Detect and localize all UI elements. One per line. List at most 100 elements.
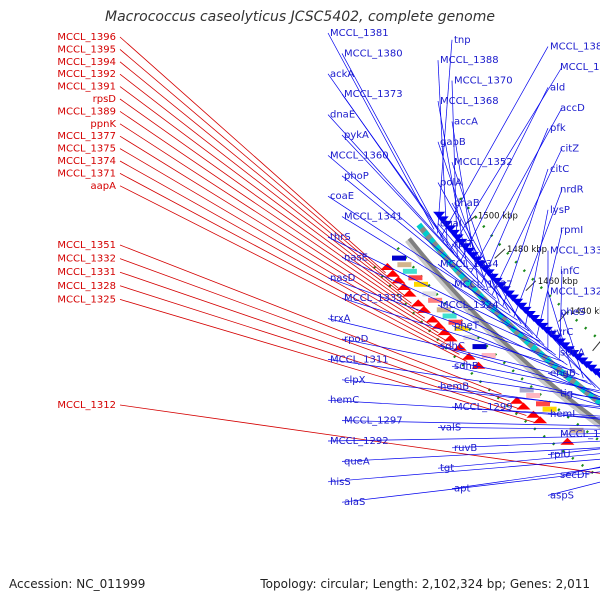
reverse-gene-label: pheS xyxy=(560,307,585,318)
forward-gene-label: MCCL_1396 xyxy=(57,32,116,43)
scale-tick-label: 1460 kbp xyxy=(538,277,578,287)
reverse-gene-label: dnaI xyxy=(440,218,462,229)
reverse-gene-label: rplT xyxy=(454,239,474,250)
forward-gene-block xyxy=(422,291,436,296)
reverse-label-leader xyxy=(342,217,529,331)
reverse-gene-label: infC xyxy=(560,266,580,277)
reverse-gene-label: rplU xyxy=(550,450,571,461)
reverse-gene-label: MCCL_1324 xyxy=(440,300,499,311)
reverse-gene-label: aspS xyxy=(550,490,574,501)
reverse-gene-label: MCCL_1373 xyxy=(344,89,403,100)
forward-gene-label: MCCL_1331 xyxy=(57,267,116,278)
reverse-gene-label: ald xyxy=(550,82,565,93)
forward-gene-label: MCCL_1374 xyxy=(57,156,116,167)
forward-gene-block xyxy=(443,314,457,319)
reverse-gene-label: MCCL_1334 xyxy=(440,259,499,270)
forward-gene-label: ppnK xyxy=(90,119,116,130)
reverse-gene-label: MCCL_1386 xyxy=(550,42,600,53)
reverse-gene-label: MCCL_1352 xyxy=(454,157,513,168)
reverse-gene-label: coaE xyxy=(330,191,354,202)
topology-label: Topology: circular; Length: 2,102,324 bp… xyxy=(260,577,590,591)
forward-gene-block xyxy=(463,335,477,340)
forward-label-leader xyxy=(120,149,445,341)
forward-gene-arrow xyxy=(432,322,446,329)
reverse-gene-label: engB xyxy=(550,368,576,379)
reverse-gene-label: MCCL_1297 xyxy=(344,416,403,427)
reverse-gene-label: sdhB xyxy=(454,361,479,372)
reverse-gene-label: rpmI xyxy=(560,225,583,236)
forward-gene-label: MCCL_1371 xyxy=(57,168,116,179)
reverse-gene-label: nasE xyxy=(344,252,368,263)
forward-gene-label: rpsD xyxy=(93,94,117,105)
reverse-gene-label: MCCL_1380 xyxy=(344,48,403,59)
reverse-gene-label: valS xyxy=(440,422,461,433)
reverse-gene-label: alaS xyxy=(344,497,365,508)
forward-gene-label: MCCL_1389 xyxy=(57,106,116,117)
reverse-gene-label: MCCL_1293 xyxy=(560,429,600,440)
forward-gene-label: MCCL_1394 xyxy=(57,57,116,68)
forward-gene-label: MCCL_1391 xyxy=(57,82,116,93)
reverse-gene-label: hemC xyxy=(330,395,359,406)
forward-gene-block xyxy=(526,393,540,398)
reverse-gene-label: nrdR xyxy=(560,184,584,195)
reverse-gene-label: queA xyxy=(344,456,370,467)
forward-gene-label: MCCL_1332 xyxy=(57,254,116,265)
scale-tick xyxy=(593,340,600,351)
reverse-gene-label: MCCL_1336 xyxy=(550,246,600,257)
reverse-gene-label: phoP xyxy=(344,171,369,182)
reverse-gene-label: hemB xyxy=(440,382,469,393)
reverse-gene-label: MCCL_1299 xyxy=(454,402,513,413)
reverse-gene-label: MCCL_1368 xyxy=(440,96,499,107)
reverse-gene-label: MCCL_1333 xyxy=(344,293,403,304)
reverse-gene-label: hisS xyxy=(330,477,351,488)
reverse-gene-label: pykA xyxy=(344,130,369,141)
forward-gene-label: MCCL_1395 xyxy=(57,44,116,55)
reverse-gene-label: MCCL_1337 xyxy=(454,280,513,291)
reverse-gene-label: MCCL_1329 xyxy=(550,286,600,297)
forward-gene-label: MCCL_1312 xyxy=(57,400,116,411)
reverse-gene-label: MCCL_1381 xyxy=(330,28,389,39)
forward-label-leader xyxy=(120,259,510,402)
reverse-gene-label: citZ xyxy=(560,144,579,155)
reverse-gene-label: citC xyxy=(550,164,569,175)
reverse-gene-label: MCCL_1292 xyxy=(330,436,389,447)
reverse-gene-label: hemL xyxy=(550,409,578,420)
forward-gene-label: MCCL_1377 xyxy=(57,131,116,142)
reverse-gene-label: MCCL_1311 xyxy=(330,354,389,365)
reverse-gene-label: polA xyxy=(440,178,462,189)
forward-gene-label: MCCL_1351 xyxy=(57,240,116,251)
forward-gene-arrow xyxy=(386,270,400,277)
reverse-gene-label: trxA xyxy=(330,314,351,325)
reverse-gene-label: pfk xyxy=(550,123,566,134)
forward-gene-label: aapA xyxy=(91,181,117,192)
forward-gene-block xyxy=(392,256,406,261)
forward-gene-label: MCCL_1325 xyxy=(57,294,116,305)
forward-gene-label: MCCL_1375 xyxy=(57,144,116,155)
accession-label: Accession: NC_011999 xyxy=(9,577,145,591)
reverse-gene-label: lysP xyxy=(550,205,570,216)
reverse-gene-label: nasD xyxy=(330,273,356,284)
forward-gene-block xyxy=(403,269,417,274)
reverse-gene-label: secDF xyxy=(560,470,591,481)
reverse-gene-label: accA xyxy=(454,116,478,127)
reverse-gene-label: MCCL_1370 xyxy=(454,76,513,87)
reverse-gene-label: MCCL_1379 xyxy=(560,62,600,73)
forward-gene-label: MCCL_1328 xyxy=(57,281,116,292)
reverse-gene-label: dnaE xyxy=(330,110,355,121)
forward-gene-block xyxy=(397,262,411,267)
reverse-gene-label: MCCL_1360 xyxy=(330,150,389,161)
reverse-gene-label: thrS xyxy=(330,232,351,243)
reverse-gene-label: dnaB xyxy=(454,198,480,209)
reverse-gene-label: ackA xyxy=(330,69,354,80)
scale-tick xyxy=(495,249,505,259)
reverse-gene-label: MCCL_1341 xyxy=(344,212,403,223)
reverse-gene-label: sdhA xyxy=(560,348,585,359)
reverse-gene-label: pheT xyxy=(454,320,480,331)
forward-gene-arrow xyxy=(411,299,425,306)
reverse-gene-label: gapB xyxy=(440,137,466,148)
reverse-gene-label: clpX xyxy=(344,375,366,386)
forward-gene-arrow xyxy=(397,283,411,290)
map-title: Macrococcus caseolyticus JCSC5402, compl… xyxy=(0,9,600,25)
